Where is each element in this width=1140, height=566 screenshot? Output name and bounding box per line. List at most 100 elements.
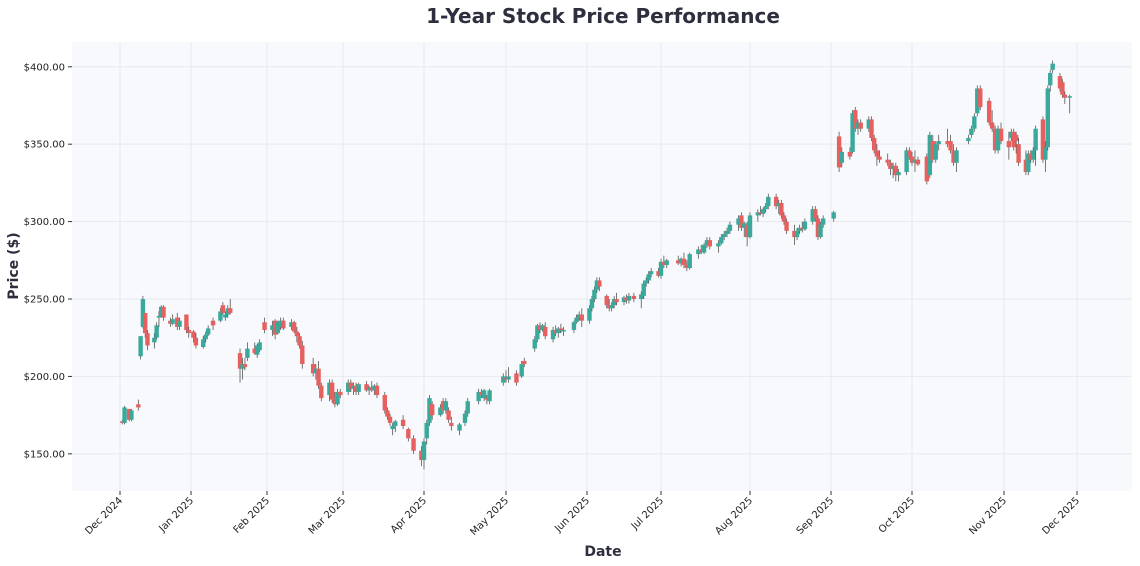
candle xyxy=(421,438,427,470)
candle-body xyxy=(348,382,354,389)
candle-body xyxy=(597,280,602,287)
candle xyxy=(885,153,890,166)
candle xyxy=(193,333,199,349)
candle xyxy=(411,435,416,454)
x-tick-label: Jan 2025 xyxy=(156,495,196,535)
candle xyxy=(1057,72,1063,92)
candle xyxy=(890,162,896,179)
candle-body xyxy=(896,172,901,176)
candle-body xyxy=(245,348,250,358)
candle xyxy=(739,212,744,231)
candle xyxy=(550,326,556,343)
candle xyxy=(969,125,974,138)
candle-body xyxy=(704,240,710,245)
candle xyxy=(858,119,863,132)
x-tick-label: Oct 2025 xyxy=(877,495,917,535)
candle-body xyxy=(145,333,150,346)
candle xyxy=(400,415,406,430)
candle-body xyxy=(335,391,340,405)
candle xyxy=(514,370,519,386)
candle xyxy=(484,395,490,405)
candle-body xyxy=(291,322,297,332)
candle-body xyxy=(836,136,842,168)
x-tick-label: Mar 2025 xyxy=(307,495,348,536)
candle xyxy=(297,333,302,349)
candle xyxy=(779,199,784,219)
candle xyxy=(1006,131,1012,160)
candle xyxy=(1033,125,1038,166)
candles xyxy=(120,60,1072,470)
candle-body xyxy=(514,373,519,383)
candle-body xyxy=(815,218,821,238)
candle-body xyxy=(1060,82,1065,95)
candle-body xyxy=(240,364,245,369)
candle xyxy=(136,399,141,411)
candle-body xyxy=(1040,119,1046,160)
candle xyxy=(831,210,836,222)
candle-body xyxy=(792,230,797,238)
candle-body xyxy=(742,223,747,228)
candle-body xyxy=(948,141,953,151)
candle xyxy=(356,382,361,396)
y-tick-label: $300.00 xyxy=(24,217,65,228)
candle xyxy=(278,317,283,330)
candle-body xyxy=(366,387,372,391)
candle xyxy=(912,150,918,173)
candle-body xyxy=(313,368,319,374)
candle-body xyxy=(736,218,741,225)
candle-body xyxy=(122,407,127,423)
candle xyxy=(177,317,182,330)
candle xyxy=(609,302,614,312)
candle-body xyxy=(175,317,180,327)
candle xyxy=(719,233,724,245)
candle xyxy=(561,326,566,337)
candle xyxy=(818,221,823,239)
candle xyxy=(542,322,548,340)
candle-body xyxy=(332,399,338,405)
candle-body xyxy=(152,337,157,343)
candle-body xyxy=(779,203,784,216)
candle-body xyxy=(587,308,592,321)
candle xyxy=(338,388,343,399)
candle-body xyxy=(270,325,275,330)
x-tick-label: Aug 2025 xyxy=(713,495,755,537)
candle-body xyxy=(278,320,283,327)
candle-body xyxy=(701,244,707,253)
candle xyxy=(624,294,629,304)
candle xyxy=(954,147,959,173)
candle-body xyxy=(346,382,351,392)
candle-body xyxy=(676,260,681,264)
candle-body xyxy=(186,329,191,334)
candle-body xyxy=(721,233,727,238)
candle xyxy=(175,312,180,330)
candle-body xyxy=(440,401,446,411)
candle xyxy=(168,317,173,327)
candle xyxy=(218,308,223,323)
candle xyxy=(1016,137,1021,166)
candle-body xyxy=(656,271,661,276)
candle-body xyxy=(744,224,750,238)
candle xyxy=(393,419,398,433)
candle-body xyxy=(237,353,243,369)
candle xyxy=(126,408,132,422)
candle xyxy=(438,404,443,417)
candle xyxy=(225,305,230,318)
candle xyxy=(237,348,243,383)
x-tick-label: Jun 2025 xyxy=(552,495,592,535)
candle-body xyxy=(356,384,361,392)
candle-body xyxy=(191,331,196,338)
candle xyxy=(704,237,710,248)
candle-body xyxy=(687,254,692,269)
candle-body xyxy=(168,320,173,324)
candle xyxy=(614,292,619,306)
candle xyxy=(924,153,930,185)
candle xyxy=(387,413,393,426)
candle xyxy=(574,314,579,324)
candle xyxy=(1043,141,1048,173)
candle-body xyxy=(532,339,537,349)
candle xyxy=(487,388,492,405)
candle xyxy=(142,312,148,338)
candle xyxy=(869,116,874,142)
candle xyxy=(576,311,582,321)
candle xyxy=(648,268,654,278)
